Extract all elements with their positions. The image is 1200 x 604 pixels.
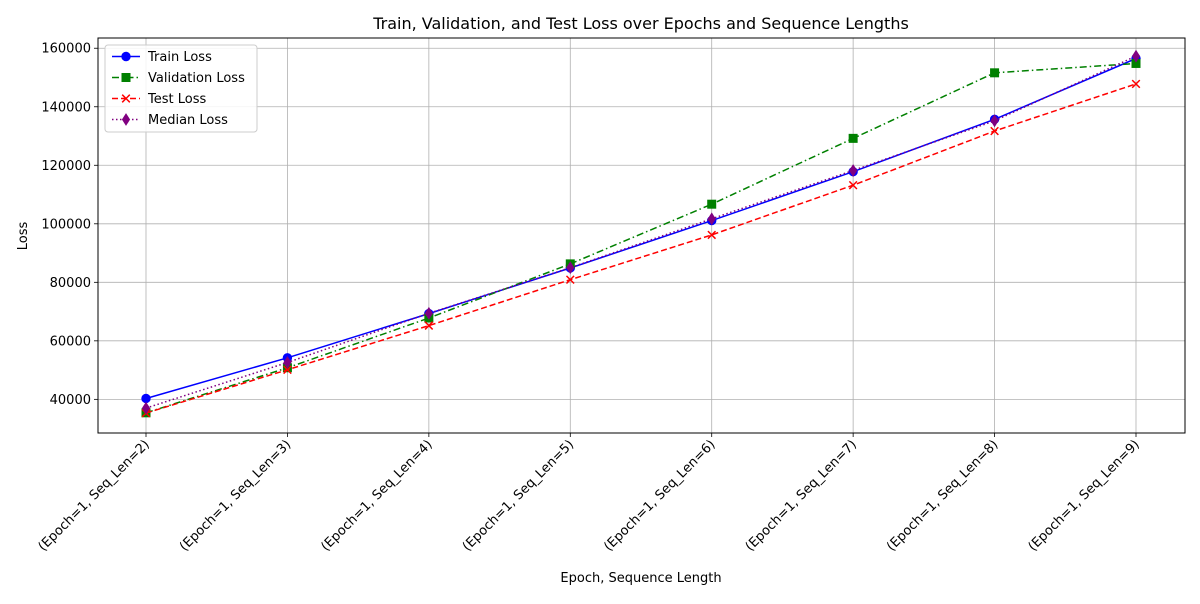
data-point bbox=[848, 133, 858, 143]
legend-item: Train Loss bbox=[112, 50, 212, 65]
legend-label: Validation Loss bbox=[148, 71, 245, 86]
x-axis-ticks: (Epoch=1, Seq_Len=2) (Epoch=1, Seq_Len=3)… bbox=[36, 433, 1143, 554]
x-tick-label: (Epoch=1, Seq_Len=5) bbox=[460, 437, 577, 554]
y-tick-label: 80000 bbox=[50, 276, 91, 291]
grid-lines bbox=[98, 38, 1185, 433]
y-tick-label: 100000 bbox=[41, 217, 91, 232]
series-validation-loss bbox=[141, 58, 1141, 418]
axes-frame bbox=[97, 37, 1186, 434]
x-tick-label: (Epoch=1, Seq_Len=2) bbox=[36, 437, 153, 554]
data-point bbox=[990, 68, 1000, 78]
legend-box bbox=[104, 44, 258, 133]
data-point bbox=[283, 365, 292, 375]
x-tick-label: (Epoch=1, Seq_Len=8) bbox=[884, 437, 1001, 554]
data-point bbox=[849, 164, 858, 177]
data-point bbox=[283, 356, 292, 369]
data-point bbox=[566, 261, 575, 275]
legend-label: Median Loss bbox=[148, 113, 228, 128]
series-line bbox=[145, 57, 1137, 400]
legend-label: Test Loss bbox=[147, 92, 206, 107]
data-point bbox=[990, 114, 999, 128]
series-lines bbox=[141, 49, 1141, 418]
y-axis-ticks: 40000 60000 80000 100000 120000 140000 160000 bbox=[41, 42, 98, 408]
series-median-loss bbox=[141, 49, 1141, 415]
data-point bbox=[424, 321, 434, 330]
y-tick-label: 120000 bbox=[41, 159, 91, 174]
legend-item: Validation Loss bbox=[112, 71, 245, 86]
y-tick-label: 160000 bbox=[41, 42, 91, 57]
data-point bbox=[141, 401, 151, 415]
data-point bbox=[707, 199, 717, 209]
series-line bbox=[145, 62, 1137, 414]
legend-item: Median Loss bbox=[112, 113, 228, 128]
x-tick-label: (Epoch=1, Seq_Len=6) bbox=[601, 437, 718, 554]
data-point bbox=[707, 230, 717, 240]
y-tick-label: 40000 bbox=[50, 393, 91, 408]
chart-title: Train, Validation, and Test Loss over Ep… bbox=[372, 14, 909, 33]
x-axis-label: Epoch, Sequence Length bbox=[560, 571, 721, 586]
series-line bbox=[145, 83, 1137, 414]
legend-label: Train Loss bbox=[147, 50, 212, 65]
data-point bbox=[565, 275, 575, 285]
data-point bbox=[424, 306, 433, 320]
x-tick-label: (Epoch=1, Seq_Len=3) bbox=[177, 437, 294, 554]
legend-marker bbox=[121, 73, 131, 82]
legend: Train Loss Validation Loss Test Loss Median… bbox=[104, 44, 258, 133]
data-point bbox=[848, 180, 858, 190]
data-point bbox=[990, 126, 999, 136]
x-tick-label: (Epoch=1, Seq_Len=4) bbox=[318, 437, 435, 554]
data-point bbox=[141, 393, 151, 404]
legend-item: Test Loss bbox=[112, 92, 206, 107]
legend-marker bbox=[121, 94, 131, 103]
y-axis-label: Loss bbox=[16, 222, 31, 251]
legend-marker bbox=[121, 51, 131, 62]
y-tick-label: 140000 bbox=[41, 100, 91, 115]
x-tick-label: (Epoch=1, Seq_Len=7) bbox=[743, 437, 860, 554]
data-point bbox=[1131, 79, 1141, 89]
y-tick-label: 60000 bbox=[50, 334, 91, 349]
data-point bbox=[1131, 49, 1141, 63]
data-point bbox=[707, 212, 716, 226]
x-tick-label: (Epoch=1, Seq_Len=9) bbox=[1026, 437, 1143, 554]
legend-marker bbox=[121, 113, 131, 126]
